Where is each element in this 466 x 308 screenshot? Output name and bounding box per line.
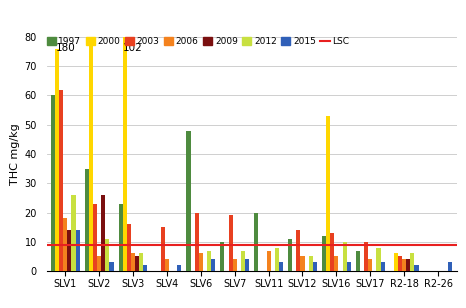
Bar [195, 213, 199, 271]
Bar [275, 248, 279, 271]
Bar [347, 262, 351, 271]
Bar [199, 253, 203, 271]
Bar [267, 251, 271, 271]
Bar [59, 90, 63, 271]
Bar [165, 259, 169, 271]
Bar [123, 37, 127, 271]
Bar [67, 230, 71, 271]
Bar [161, 227, 165, 271]
Bar [313, 262, 317, 271]
Bar [296, 230, 301, 271]
Bar [241, 251, 245, 271]
Bar [414, 265, 418, 271]
Bar [131, 253, 135, 271]
Bar [211, 259, 215, 271]
Bar [288, 239, 292, 271]
Bar [55, 49, 59, 271]
Bar [228, 216, 233, 271]
Bar [89, 37, 93, 271]
Bar [135, 256, 139, 271]
Bar [233, 259, 237, 271]
Bar [75, 230, 80, 271]
Bar [398, 256, 402, 271]
Bar [220, 242, 225, 271]
Bar [334, 256, 338, 271]
Bar [186, 131, 191, 271]
Bar [326, 116, 330, 271]
Bar [93, 204, 97, 271]
Bar [97, 256, 101, 271]
Y-axis label: THC mg/kg: THC mg/kg [10, 123, 21, 185]
Bar [101, 195, 105, 271]
Bar [381, 262, 384, 271]
Bar [364, 242, 368, 271]
Bar [119, 204, 123, 271]
Legend: 1997, 2000, 2003, 2006, 2009, 2012, 2015, LSC: 1997, 2000, 2003, 2006, 2009, 2012, 2015… [47, 37, 349, 46]
Bar [110, 262, 114, 271]
Bar [322, 236, 326, 271]
Bar [356, 251, 360, 271]
Bar [139, 253, 144, 271]
Bar [63, 218, 67, 271]
Bar [207, 251, 211, 271]
Bar [245, 259, 249, 271]
Bar [308, 256, 313, 271]
Bar [301, 256, 305, 271]
Bar [448, 262, 452, 271]
Text: 180: 180 [55, 43, 75, 53]
Bar [254, 213, 258, 271]
Bar [105, 239, 110, 271]
Bar [144, 265, 147, 271]
Bar [411, 253, 414, 271]
Bar [406, 259, 411, 271]
Bar [279, 262, 283, 271]
Bar [177, 265, 181, 271]
Bar [51, 95, 55, 271]
Text: 102: 102 [123, 43, 143, 53]
Bar [343, 242, 347, 271]
Bar [71, 195, 75, 271]
Bar [127, 224, 131, 271]
Bar [394, 253, 398, 271]
Bar [377, 248, 381, 271]
Bar [368, 259, 372, 271]
Bar [330, 233, 334, 271]
Bar [402, 259, 406, 271]
Bar [85, 168, 89, 271]
